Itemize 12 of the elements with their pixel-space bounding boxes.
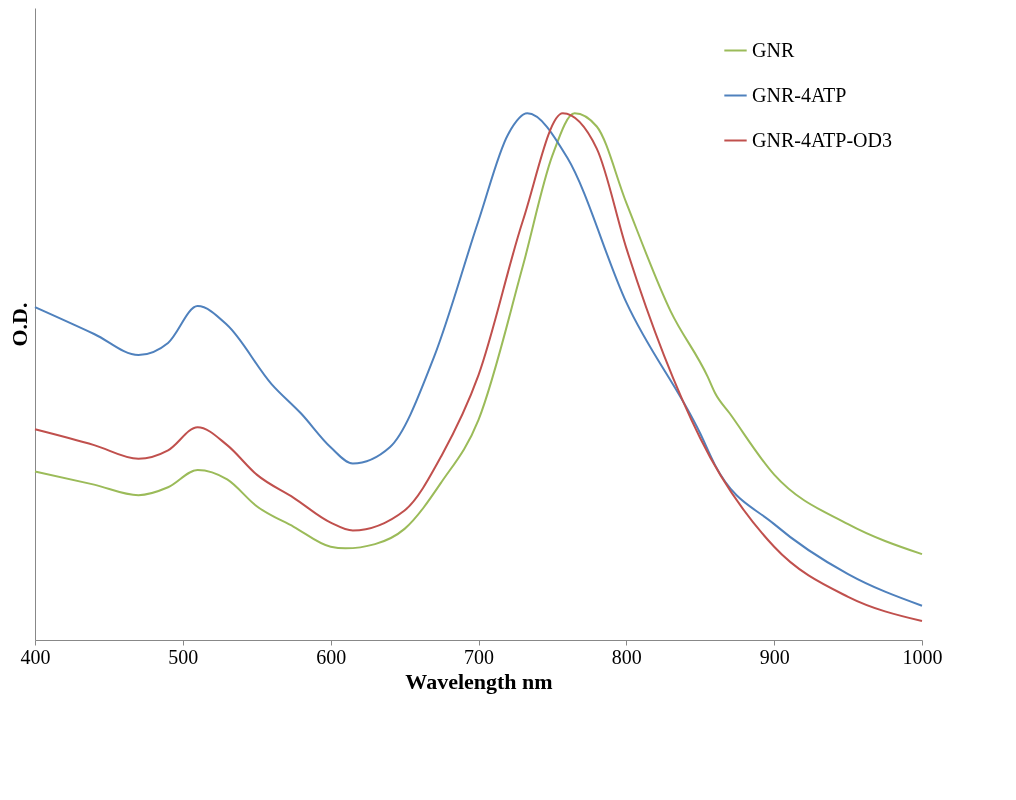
x-tick-label: 700 xyxy=(464,645,494,668)
x-tick-label: 600 xyxy=(316,645,347,668)
y-axis-title: O.D. xyxy=(6,302,32,347)
x-tick-label: 800 xyxy=(611,645,642,668)
x-tick-label: 500 xyxy=(168,645,199,668)
x-tick-label: 400 xyxy=(20,645,51,668)
x-axis-title: Wavelength nm xyxy=(405,668,553,694)
x-tick-label: 900 xyxy=(759,645,790,668)
legend-label: GNR xyxy=(752,38,795,61)
legend-label: GNR-4ATP xyxy=(752,83,847,106)
legend-label: GNR-4ATP-OD3 xyxy=(752,128,892,151)
x-tick-label: 1000 xyxy=(902,645,943,668)
